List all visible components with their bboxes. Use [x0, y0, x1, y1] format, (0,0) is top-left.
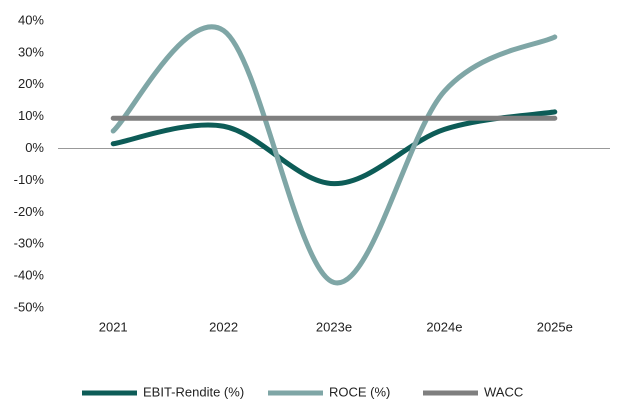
series-line: [110, 109, 558, 187]
y-tick-label: -50%: [14, 299, 45, 314]
x-tick-label: 2021: [99, 319, 128, 334]
y-tick-label: -10%: [14, 172, 45, 187]
x-tick-label: 2022: [209, 319, 238, 334]
y-tick-label: 10%: [18, 108, 44, 123]
y-tick-label: -40%: [14, 268, 45, 283]
legend-label: ROCE (%): [329, 384, 390, 399]
x-tick-label: 2025e: [537, 319, 573, 334]
legend-label: EBIT-Rendite (%): [143, 384, 244, 399]
y-tick-label: 0%: [25, 140, 44, 155]
legend-label: WACC: [484, 384, 523, 399]
y-tick-label: -20%: [14, 204, 45, 219]
y-tick-label: 30%: [18, 44, 44, 59]
x-tick-label: 2024e: [426, 319, 462, 334]
y-tick-label: 20%: [18, 76, 44, 91]
y-tick-label: -30%: [14, 236, 45, 251]
y-tick-label: 40%: [18, 12, 44, 27]
series-line: [110, 24, 558, 286]
x-tick-label: 2023e: [316, 319, 352, 334]
